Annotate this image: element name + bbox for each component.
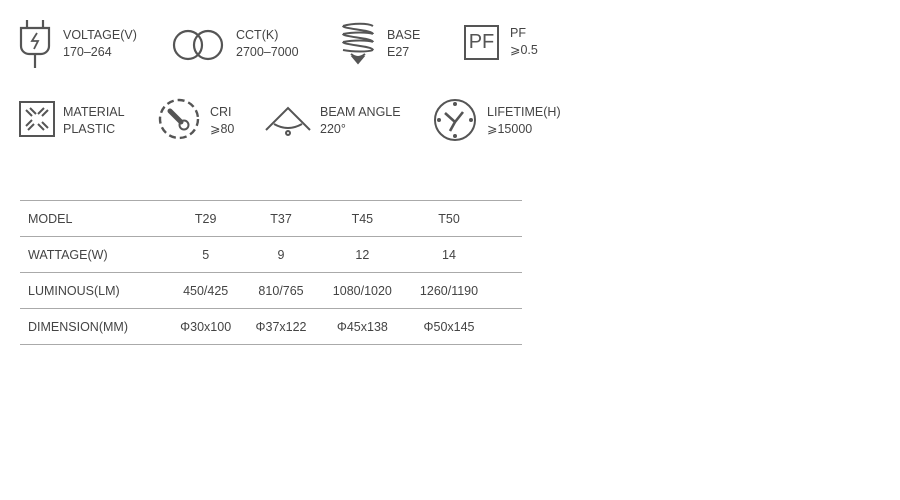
cell: 5 [168,236,244,273]
material-label: MATERIAL [63,105,125,119]
table-row: LUMINOUS(LM) 450/425 810/765 1080/1020 1… [20,272,522,309]
cell: 9 [243,236,319,273]
cell: T45 [318,200,407,237]
voltage-value: 170–264 [63,45,112,59]
cell: Φ50x145 [406,308,492,345]
row-label: WATTAGE(W) [20,236,168,273]
cct-value: 2700–7000 [236,45,299,59]
pf-label: PF [510,26,526,40]
cell: Φ30x100 [168,308,244,345]
cell: 1260/1190 [406,272,492,309]
plug-icon [19,20,51,68]
base-label: BASE [387,28,421,42]
bulb-base-icon [342,22,374,65]
table-row: MODEL T29 T37 T45 T50 [20,200,522,237]
voltage-label: VOLTAGE(V) [63,28,137,42]
cri-label: CRI [210,105,232,119]
cell: 14 [406,236,492,273]
row-label: MODEL [20,200,168,237]
cell: T37 [243,200,319,237]
material-value: PLASTIC [63,122,116,136]
cell: 810/765 [243,272,319,309]
cell: Φ45x138 [318,308,407,345]
material-icon [19,101,55,137]
pf-box-icon: PF [464,25,499,60]
cell: Φ37x122 [243,308,319,345]
clock-icon [434,99,476,141]
thermometer-dial-icon [158,98,200,140]
base-value: E27 [387,45,410,59]
lifetime-label: LIFETIME(H) [487,105,561,119]
row-label: LUMINOUS(LM) [20,272,168,309]
beam-angle-label: BEAM ANGLE [320,105,401,119]
beam-angle-icon [265,106,311,136]
double-circle-icon [172,29,224,61]
beam-angle-value: 220° [320,122,346,136]
cell: 1080/1020 [318,272,407,309]
spec-table: MODEL T29 T37 T45 T50 WATTAGE(W) 5 9 12 … [20,200,522,345]
cell: T29 [168,200,244,237]
table-row: DIMENSION(MM) Φ30x100 Φ37x122 Φ45x138 Φ5… [20,308,522,345]
cell: 450/425 [168,272,244,309]
lifetime-value: ⩾15000 [487,122,533,136]
table-row: WATTAGE(W) 5 9 12 14 [20,236,522,273]
pf-value: ⩾0.5 [510,43,538,57]
row-label: DIMENSION(MM) [20,308,168,345]
cri-value: ⩾80 [210,122,235,136]
cct-label: CCT(K) [236,28,279,42]
cell: T50 [406,200,492,237]
cell: 12 [318,236,407,273]
